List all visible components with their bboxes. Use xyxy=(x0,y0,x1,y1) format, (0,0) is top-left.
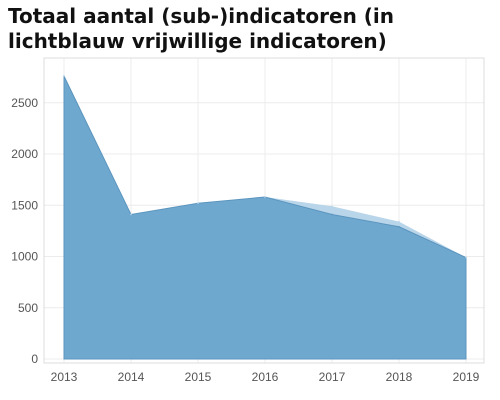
area-layer xyxy=(63,75,467,360)
data-point-voluntary xyxy=(398,220,400,223)
data-point-main xyxy=(398,225,400,228)
x-tick-label: 2018 xyxy=(386,370,413,384)
y-tick-label: 500 xyxy=(18,301,38,315)
label-layer: 0 500 1000 1500 2000 2500 2013 2014 2015 2016 2017… xyxy=(11,96,479,384)
x-tick-label: 2017 xyxy=(319,370,346,384)
x-tick-label: 2014 xyxy=(118,370,145,384)
y-tick-label: 2000 xyxy=(11,147,38,161)
data-point-main xyxy=(331,213,333,216)
data-point-voluntary xyxy=(197,202,199,204)
x-tick-label: 2019 xyxy=(453,370,480,384)
y-tick-label: 1500 xyxy=(11,198,38,212)
x-tick-label: 2016 xyxy=(252,370,279,384)
y-tick-label: 1000 xyxy=(11,250,38,264)
x-tick-label: 2015 xyxy=(185,370,212,384)
plot-frame xyxy=(43,57,485,364)
area-series-main xyxy=(63,75,467,360)
y-tick-label: 2500 xyxy=(11,96,38,110)
x-tick-label: 2013 xyxy=(51,370,78,384)
data-point-voluntary xyxy=(130,213,132,216)
y-tick-label: 0 xyxy=(31,352,38,366)
data-point-voluntary xyxy=(264,196,266,198)
chart-title: Totaal aantal (sub-)indicatoren (in lich… xyxy=(8,4,395,53)
data-point-voluntary xyxy=(331,205,333,208)
data-point-voluntary xyxy=(63,75,65,77)
data-point-voluntary xyxy=(465,256,467,259)
